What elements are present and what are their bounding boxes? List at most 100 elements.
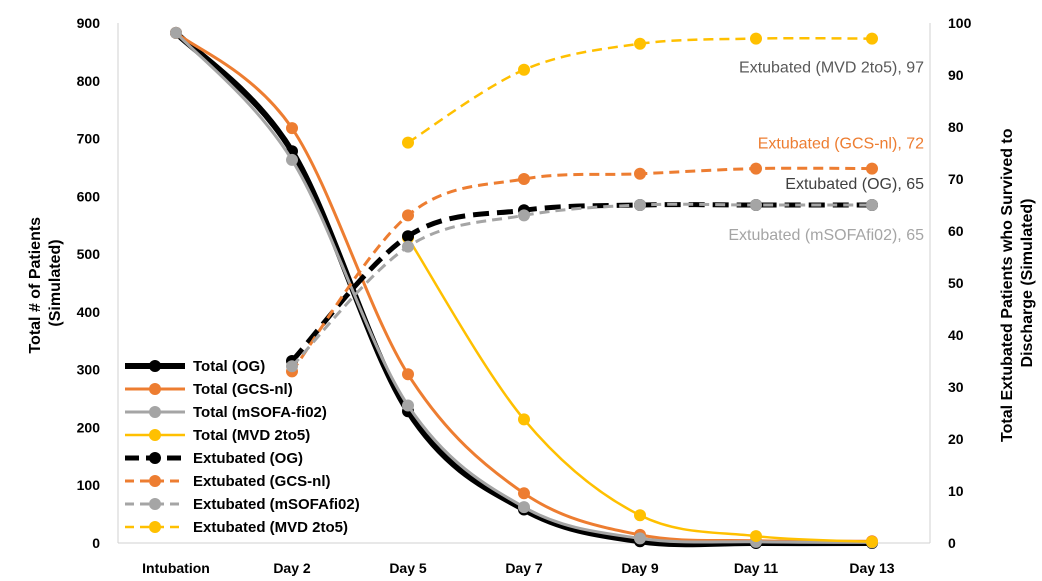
data-point <box>634 199 646 211</box>
series-total-gcs-nl <box>170 26 878 548</box>
annotation-label: Extubated (MVD 2to5), 97 <box>739 60 924 77</box>
data-point <box>286 122 298 135</box>
legend-swatch-marker <box>149 475 161 487</box>
data-point <box>170 26 182 39</box>
series-extubated-msofafi02 <box>286 199 878 373</box>
data-point <box>866 199 878 211</box>
data-point <box>750 199 762 211</box>
legend-swatch-marker <box>149 383 161 395</box>
left-tick-label: 0 <box>92 535 100 551</box>
right-tick-label: 90 <box>948 67 964 83</box>
data-point <box>634 509 646 522</box>
legend-item: Extubated (GCS-nl) <box>125 473 331 490</box>
left-tick-label: 600 <box>77 188 101 204</box>
legend-item: Total (GCS-nl) <box>125 381 293 398</box>
legend-swatch-marker <box>149 429 161 441</box>
legend-item: Extubated (OG) <box>125 450 303 467</box>
right-tick-label: 20 <box>948 431 964 447</box>
legend-swatch-marker <box>149 360 161 372</box>
left-tick-label: 700 <box>77 131 101 147</box>
data-point <box>518 209 530 222</box>
data-point <box>750 32 762 45</box>
legend-swatch-marker <box>149 406 161 418</box>
legend-item: Total (MVD 2to5) <box>125 427 310 444</box>
left-tick-label: 300 <box>77 362 101 378</box>
left-axis-title-line2: (Simulated) <box>47 239 64 326</box>
data-point <box>750 162 762 175</box>
x-tick-label: Day 11 <box>734 560 779 576</box>
right-axis-title: Total Extubated Patients who Survived to… <box>999 124 1036 442</box>
annotation-label: Extubated (mSOFAfi02), 65 <box>728 227 924 244</box>
series-line <box>407 36 873 144</box>
annotation-label: Extubated (OG), 65 <box>785 176 924 193</box>
left-tick-labels: 0 100 200 300 400 500 600 700 800 900 <box>77 15 101 551</box>
legend-item: Total (OG) <box>125 358 265 375</box>
x-tick-labels: Intubation Day 2 Day 5 Day 7 Day 9 Day 11 Day … <box>142 560 895 576</box>
data-point <box>634 167 646 180</box>
right-tick-label: 50 <box>948 275 964 291</box>
legend-item: Total (mSOFA-fi02) <box>125 404 327 421</box>
data-point <box>402 230 414 243</box>
legend-swatch-marker <box>149 521 161 533</box>
legend: Total (OG) Total (GCS-nl) Total (mSOFA-fi0… <box>125 358 360 536</box>
annotations: Extubated (MVD 2to5), 97 Extubated (GCS-n… <box>728 60 924 244</box>
left-tick-label: 100 <box>77 477 101 493</box>
right-tick-label: 30 <box>948 379 964 395</box>
data-point <box>750 530 762 543</box>
data-point <box>518 487 530 500</box>
right-tick-label: 100 <box>948 15 972 31</box>
legend-label: Extubated (GCS-nl) <box>193 473 331 490</box>
data-point <box>866 32 878 45</box>
series-line <box>173 30 873 548</box>
legend-swatch-marker <box>149 498 161 510</box>
legend-label: Extubated (MVD 2to5) <box>193 519 348 536</box>
legend-label: Total (OG) <box>193 358 265 375</box>
data-point <box>402 399 414 412</box>
data-point <box>634 37 646 50</box>
right-tick-labels: 0 10 20 30 40 50 60 70 80 90 100 <box>948 15 972 551</box>
data-point <box>286 360 298 373</box>
series-total-mvd-2to5 <box>402 231 878 548</box>
x-tick-label: Day 2 <box>273 560 311 576</box>
legend-label: Total (MVD 2to5) <box>193 427 310 444</box>
left-tick-label: 800 <box>77 73 101 89</box>
x-tick-label: Day 7 <box>505 560 543 576</box>
data-point <box>518 501 530 514</box>
x-tick-label: Day 13 <box>849 560 894 576</box>
legend-label: Extubated (OG) <box>193 450 303 467</box>
right-tick-label: 60 <box>948 223 964 239</box>
series-total-og <box>170 26 878 549</box>
data-point <box>402 209 414 222</box>
data-point <box>634 532 646 545</box>
series-extubated-mvd-2to5 <box>402 32 878 149</box>
legend-label: Total (GCS-nl) <box>193 381 293 398</box>
right-tick-label: 0 <box>948 535 956 551</box>
data-point <box>866 162 878 175</box>
data-point <box>286 153 298 166</box>
data-point <box>402 240 414 253</box>
data-point <box>518 173 530 185</box>
right-tick-label: 40 <box>948 327 964 343</box>
left-tick-label: 900 <box>77 15 101 31</box>
data-point <box>866 535 878 548</box>
legend-label: Total (mSOFA-fi02) <box>193 404 327 421</box>
right-tick-label: 70 <box>948 171 964 187</box>
legend-item: Extubated (MVD 2to5) <box>125 519 348 536</box>
series-line <box>290 202 872 368</box>
data-point <box>518 413 530 426</box>
annotation-label: Extubated (GCS-nl), 72 <box>758 136 924 153</box>
left-axis-title: Total # of Patients (Simulated) <box>27 212 64 353</box>
series-layer <box>170 26 878 549</box>
x-tick-label: Day 9 <box>621 560 659 576</box>
legend-item: Extubated (mSOFAfi02) <box>125 496 360 513</box>
right-axis-title-line2: Discharge (Simulated) <box>1019 199 1036 368</box>
right-tick-label: 80 <box>948 119 964 135</box>
right-tick-label: 10 <box>948 483 964 499</box>
x-tick-label: Day 5 <box>389 560 427 576</box>
left-axis-title-line1: Total # of Patients <box>27 217 44 354</box>
x-tick-label: Intubation <box>142 560 210 576</box>
data-point <box>402 368 414 381</box>
data-point <box>518 63 530 76</box>
legend-swatch-marker <box>149 452 161 464</box>
